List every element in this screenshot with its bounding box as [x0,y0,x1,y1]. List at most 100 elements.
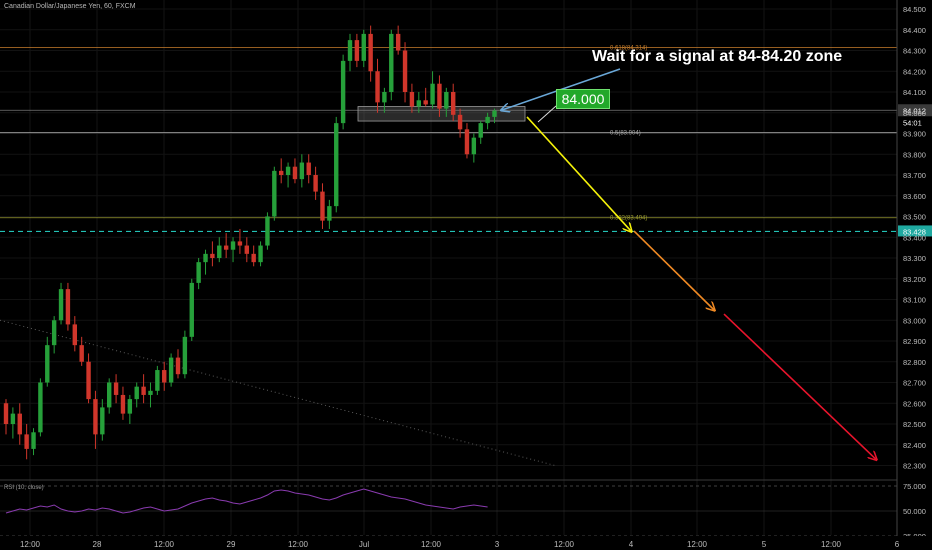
projection-arrows [502,68,876,459]
fib-label: 0.382(83.494) [610,216,647,222]
time-tick-label: 3 [495,540,500,549]
price-tick-label: 84.200 [903,67,926,76]
candle-body [437,83,442,109]
last-price-label: 84.012 [903,106,926,115]
dashed-level-label: 83.428 [903,227,926,236]
candle-body [292,166,298,180]
window-title: Canadian Dollar/Japanese Yen, 60, FXCM [4,3,136,10]
candle-body [3,403,9,424]
candle-body [382,92,387,103]
candle-body [210,253,215,258]
candle-body [155,370,160,391]
candle-body [395,33,401,51]
candle-body [327,206,332,221]
candle-body [162,370,167,383]
rsi-tick-label: 75.000 [903,482,926,491]
price-tick-label: 84.500 [903,5,926,14]
price-tick-label: 83.600 [903,192,926,201]
projection-arrow [526,116,631,231]
price-tick-label: 84.100 [903,88,926,97]
candle-body [423,100,428,105]
candle-body [279,170,284,175]
candle-body [120,394,126,414]
trendline [0,319,556,466]
candles [3,25,497,460]
candle-body [223,245,229,250]
price-tick-label: 82.800 [903,358,926,367]
candle-body [389,33,394,92]
candle-body [189,282,194,337]
candle-body [272,170,277,217]
projection-arrow [633,230,714,310]
price-tick-label: 82.600 [903,399,926,408]
price-tick-label: 83.400 [903,233,926,242]
price-tick-label: 83.100 [903,296,926,305]
candle-body [72,324,77,346]
candle-body [93,399,98,435]
price-tick-label: 82.300 [903,462,926,471]
price-axis-bg [897,0,932,536]
candle-body [430,83,435,105]
candle-body [409,92,415,107]
candle-body [457,114,463,130]
candle-body [24,434,29,449]
price-tick-label: 83.200 [903,275,926,284]
candle-body [375,71,380,103]
candle-body [141,386,146,395]
price-tick-label: 82.900 [903,337,926,346]
price-tick-label: 83.500 [903,213,926,222]
price-tick-label: 83.900 [903,130,926,139]
candle-body [203,253,208,263]
price-tick-label: 83.000 [903,316,926,325]
time-tick-label: 5 [762,540,767,549]
candle-body [492,110,497,117]
candle-body [175,357,181,375]
price-tick-label: 83.700 [903,171,926,180]
candle-body [368,33,373,72]
candle-body [127,399,133,414]
candle-body [258,245,263,263]
time-tick-label: 12:00 [687,540,708,549]
candle-body [251,253,256,263]
candle-body [485,116,490,124]
time-tick-label: 28 [93,540,102,549]
candle-body [58,289,64,321]
candle-body [444,92,449,109]
price-tick-label: 83.800 [903,150,926,159]
time-tick-label: 12:00 [821,540,842,549]
price-tick-label: 84.300 [903,47,926,56]
candle-body [168,357,174,383]
price-tick-label: 82.400 [903,441,926,450]
signal-zone [357,106,526,122]
candle-body [38,382,43,433]
candle-body [320,191,325,221]
callout-pointer [537,105,557,123]
candle-body [471,137,477,155]
last-price-tag [898,104,932,117]
candle-body [17,413,22,435]
price-tick-label: 84.000 [903,109,926,118]
candle-body [230,241,236,250]
time-tick-label: 12:00 [20,540,41,549]
candle-body [237,241,243,246]
candle-body [340,60,346,124]
time-tick-label: 4 [629,540,634,549]
time-tick-label: 29 [227,540,236,549]
signal-annotation: Wait for a signal at 84-84.20 zone [592,48,843,65]
candle-body [265,216,270,246]
candle-body [196,262,201,283]
candle-body [313,175,318,192]
trendline-dotted [0,319,556,466]
candle-body [451,92,456,115]
candle-body [148,390,153,395]
candle-body [354,40,360,61]
candle-body [31,432,36,449]
candle-body [100,407,105,435]
price-tick-label: 84.400 [903,26,926,35]
price-tick-label: 82.700 [903,379,926,388]
rsi-tick-label: 50.000 [903,507,926,516]
candle-body [45,345,50,383]
candle-body [416,100,421,107]
candle-body [306,162,311,175]
